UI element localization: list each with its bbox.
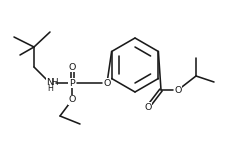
Text: O: O xyxy=(174,85,181,94)
Text: O: O xyxy=(68,96,75,105)
Text: H: H xyxy=(51,78,58,86)
Text: P: P xyxy=(69,79,74,87)
Text: H: H xyxy=(47,84,53,93)
Text: O: O xyxy=(68,62,75,72)
Text: N: N xyxy=(46,78,53,86)
Text: O: O xyxy=(144,103,151,111)
Text: O: O xyxy=(103,79,110,87)
